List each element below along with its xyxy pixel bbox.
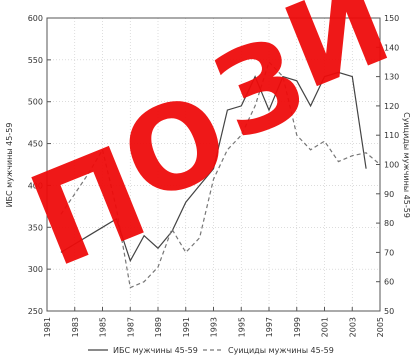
series-lines <box>60 60 381 289</box>
right-axis-title: Суициды мужчины 45-59 <box>402 112 411 218</box>
legend-label-ibs: ИБС мужчины 45-59 <box>113 346 198 355</box>
left-tick-label: 400 <box>28 181 43 190</box>
left-tick-label: 300 <box>28 265 43 274</box>
gridlines <box>47 18 380 311</box>
right-axis-ticks: 50 60 70 80 90 100 110 120 130 140 150 <box>376 14 399 316</box>
left-tick-label: 550 <box>28 56 43 65</box>
right-tick-label: 130 <box>384 73 399 82</box>
right-tick-label: 110 <box>384 131 399 140</box>
x-tick-label: 2005 <box>376 317 385 337</box>
left-axis-title: ИБС мужчины 45-59 <box>5 123 14 208</box>
x-tick-label: 1997 <box>265 317 274 337</box>
right-tick-label: 120 <box>384 102 399 111</box>
legend-label-suicide: Суициды мужчины 45-59 <box>228 346 334 355</box>
series-line-suicide <box>60 60 381 289</box>
right-tick-label: 50 <box>384 307 394 316</box>
right-tick-label: 80 <box>384 219 394 228</box>
right-tick-label: 100 <box>384 161 399 170</box>
x-tick-label: 1995 <box>237 317 246 337</box>
right-tick-label: 70 <box>384 248 394 257</box>
x-tick-label: 1993 <box>210 317 219 337</box>
left-tick-label: 600 <box>28 14 43 23</box>
left-tick-label: 450 <box>28 140 43 149</box>
left-tick-label: 350 <box>28 223 43 232</box>
left-tick-label: 500 <box>28 98 43 107</box>
x-tick-label: 1985 <box>99 317 108 337</box>
x-tick-label: 2003 <box>348 317 357 337</box>
x-tick-label: 1983 <box>71 317 80 337</box>
right-tick-label: 60 <box>384 278 394 287</box>
x-tick-label: 1991 <box>182 317 191 337</box>
right-tick-label: 140 <box>384 43 399 52</box>
x-axis-ticks: 1981 1983 1985 1987 1989 1991 1993 1995 1997 1999… <box>43 307 385 337</box>
legend: ИБС мужчины 45-59 Суициды мужчины 45-59 <box>88 346 334 355</box>
x-tick-label: 1981 <box>43 317 52 337</box>
series-line-ibs <box>60 71 367 263</box>
left-axis-ticks: 250 300 350 400 450 500 550 600 <box>28 14 51 316</box>
x-tick-label: 1987 <box>126 317 135 337</box>
x-tick-label: 2001 <box>321 317 330 337</box>
right-tick-label: 150 <box>384 14 399 23</box>
x-tick-label: 1989 <box>154 317 163 337</box>
left-tick-label: 250 <box>28 307 43 316</box>
right-tick-label: 90 <box>384 190 394 199</box>
x-tick-label: 1999 <box>293 317 302 337</box>
